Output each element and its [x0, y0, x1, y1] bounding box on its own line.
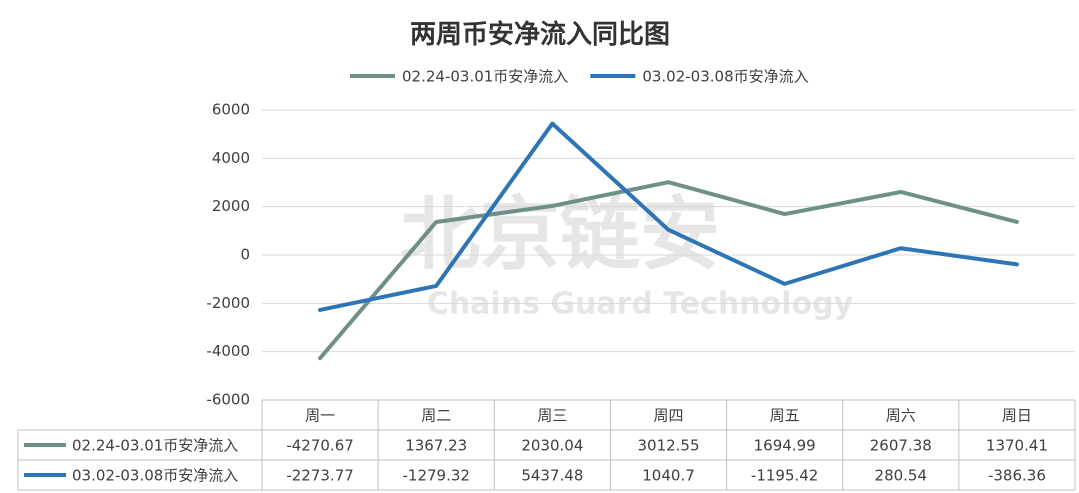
x-tick-label: 周二 — [421, 407, 451, 425]
table-cell: 5437.48 — [521, 467, 583, 485]
table-cell: 1694.99 — [754, 437, 816, 455]
chart-title: 两周币安净流入同比图 — [410, 20, 670, 50]
y-tick-label: 4000 — [212, 149, 250, 167]
y-tick-label: 6000 — [212, 101, 250, 119]
x-tick-label: 周日 — [1002, 407, 1032, 425]
x-tick-label: 周一 — [305, 407, 335, 425]
table-row-label: 03.02-03.08币安净流入 — [72, 467, 238, 485]
table-cell: -4270.67 — [286, 437, 353, 455]
x-tick-label: 周六 — [886, 407, 916, 425]
x-tick-label: 周五 — [770, 407, 800, 425]
y-tick-label: -6000 — [206, 391, 250, 409]
table-row-label: 02.24-03.01币安净流入 — [72, 437, 238, 455]
y-tick-label: -2000 — [206, 294, 250, 312]
x-tick-label: 周四 — [653, 407, 683, 425]
legend-label: 02.24-03.01币安净流入 — [402, 68, 568, 86]
table-cell: -386.36 — [988, 467, 1046, 485]
watermark: Chains Guard Technology — [427, 287, 854, 322]
table-cell: 1370.41 — [986, 437, 1048, 455]
y-tick-label: -4000 — [206, 342, 250, 360]
table-cell: 3012.55 — [637, 437, 699, 455]
line-series — [318, 180, 1019, 361]
y-tick-label: 0 — [240, 246, 250, 264]
table-cell: 2030.04 — [521, 437, 583, 455]
legend-label: 03.02-03.08币安净流入 — [642, 68, 808, 86]
table-cell: 2607.38 — [870, 437, 932, 455]
x-tick-label: 周三 — [537, 407, 567, 425]
table-cell: -1279.32 — [402, 467, 469, 485]
line-series — [318, 121, 1019, 312]
table-cell: -1195.42 — [751, 467, 818, 485]
table-cell: 280.54 — [875, 467, 928, 485]
table-cell: 1040.7 — [642, 467, 695, 485]
table-cell: -2273.77 — [286, 467, 353, 485]
y-tick-label: 2000 — [212, 197, 250, 215]
table-cell: 1367.23 — [405, 437, 467, 455]
